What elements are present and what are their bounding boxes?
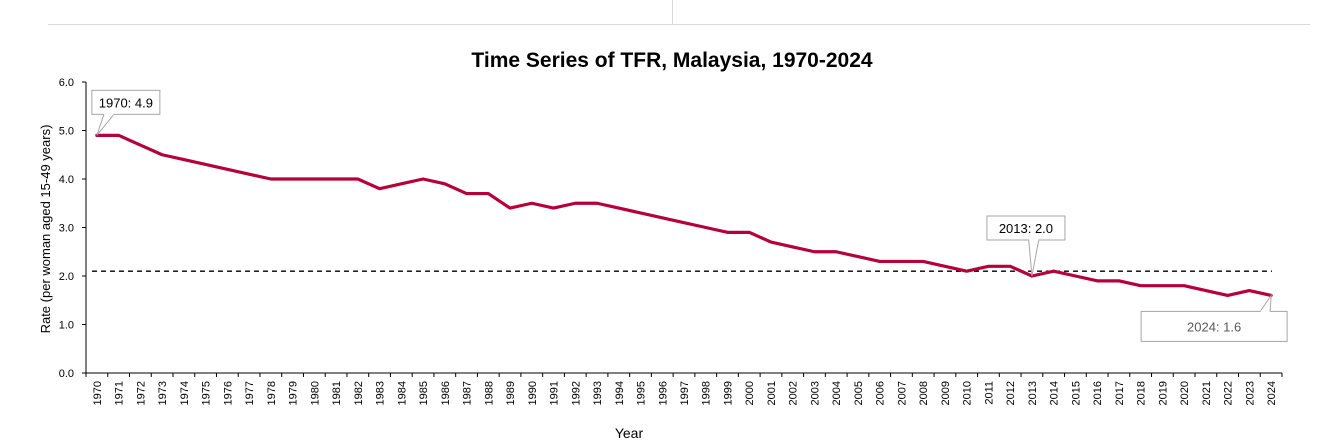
x-tick-label: 2008 [918, 381, 930, 405]
y-tick-label: 0.0 [59, 368, 74, 380]
annotations: 1970: 4.9 2013: 2.0 2024: 1.6 [91, 89, 1288, 342]
x-tick-label: 2021 [1201, 381, 1213, 405]
x-tick-label: 2018 [1136, 381, 1148, 405]
x-tick-label: 2009 [940, 381, 952, 405]
x-tick-label: 1984 [396, 381, 408, 405]
callout-label: 2013: 2.0 [999, 221, 1053, 236]
x-tick-label: 2019 [1157, 381, 1169, 405]
x-tick-label: 1994 [614, 381, 626, 405]
x-tick-label: 2004 [831, 381, 843, 405]
x-tick-label: 1999 [722, 381, 734, 405]
y-tick-label: 2.0 [59, 271, 74, 283]
x-tick-label: 1978 [266, 381, 278, 405]
x-tick-label: 2024 [1266, 381, 1278, 405]
x-tick-label: 1976 [222, 381, 234, 405]
x-tick-label: 1970 [92, 381, 104, 405]
x-tick-label: 2017 [1114, 381, 1126, 405]
x-tick-label: 1971 [114, 381, 126, 405]
x-tick-label: 1973 [157, 381, 169, 405]
y-axis: 0.0 1.0 2.0 3.0 4.0 5.0 6.0 [59, 77, 87, 380]
y-tick-label: 3.0 [59, 223, 74, 235]
x-tick-label: 2005 [853, 381, 865, 405]
callout-pointer [1259, 293, 1272, 312]
x-tick-label: 1996 [657, 381, 669, 405]
x-axis: 1970 1971 1972 1973 1974 1975 1976 1977 1978 1979… [85, 372, 1283, 405]
chart-title: Time Series of TFR, Malaysia, 1970-2024 [471, 49, 872, 72]
tfr-series-line [95, 133, 1273, 297]
top-divider [672, 0, 673, 25]
x-tick-label: 2012 [1005, 381, 1017, 405]
x-tick-label: 1981 [331, 381, 343, 405]
x-tick-label: 2007 [896, 381, 908, 405]
x-tick-label: 2022 [1223, 381, 1235, 405]
x-tick-label: 1982 [353, 381, 365, 405]
callout-label: 1970: 4.9 [99, 95, 153, 110]
x-tick-label: 2014 [1049, 381, 1061, 405]
x-tick-label: 1975 [201, 381, 213, 405]
plot-area [92, 133, 1273, 297]
callout-box [91, 89, 161, 115]
callout-box [1140, 310, 1288, 342]
x-tick-label: 1998 [701, 381, 713, 405]
x-tick-label: 1997 [679, 381, 691, 405]
x-tick-label: 1972 [135, 381, 147, 405]
x-tick-label: 1991 [549, 381, 561, 405]
x-axis-label: Year [615, 425, 644, 441]
x-tick-label: 1992 [570, 381, 582, 405]
x-tick-label: 1993 [592, 381, 604, 405]
x-tick-label: 1979 [288, 381, 300, 405]
x-tick-label: 2023 [1244, 381, 1256, 405]
x-tick-label: 2002 [788, 381, 800, 405]
y-axis-label: Rate (per woman aged 15-49 years) [38, 125, 53, 334]
x-tick-label: 2013 [1027, 381, 1039, 405]
x-tick-label: 2001 [766, 381, 778, 405]
callout-label: 2024: 1.6 [1187, 319, 1241, 334]
x-tick-label: 2003 [809, 381, 821, 405]
y-tick-label: 4.0 [59, 174, 74, 186]
x-tick-label: 2016 [1092, 381, 1104, 405]
x-tick-label: 1990 [527, 381, 539, 405]
x-tick-label: 2000 [744, 381, 756, 405]
x-tick-label: 1995 [636, 381, 648, 405]
x-tick-label: 2006 [875, 381, 887, 405]
x-tick-label: 2015 [1070, 381, 1082, 405]
x-tick-label: 2011 [983, 381, 995, 405]
callout-pointer [96, 113, 115, 136]
x-tick-label: 1986 [440, 381, 452, 405]
y-tick-label: 5.0 [59, 126, 74, 138]
x-tick-label: 2020 [1179, 381, 1191, 405]
x-tick-label: 1980 [309, 381, 321, 405]
x-tick-label: 1985 [418, 381, 430, 405]
x-tick-label: 1987 [462, 381, 474, 405]
x-tick-label: 1989 [505, 381, 517, 405]
x-tick-label: 1988 [483, 381, 495, 405]
y-tick-label: 1.0 [59, 320, 74, 332]
x-tick-label: 1974 [179, 381, 191, 405]
x-tick-label: 2010 [962, 381, 974, 405]
y-tick-label: 6.0 [59, 77, 74, 89]
x-tick-label: 1977 [244, 381, 256, 405]
top-rule [48, 24, 1310, 25]
callout-box [986, 215, 1066, 241]
x-tick-label: 1983 [375, 381, 387, 405]
